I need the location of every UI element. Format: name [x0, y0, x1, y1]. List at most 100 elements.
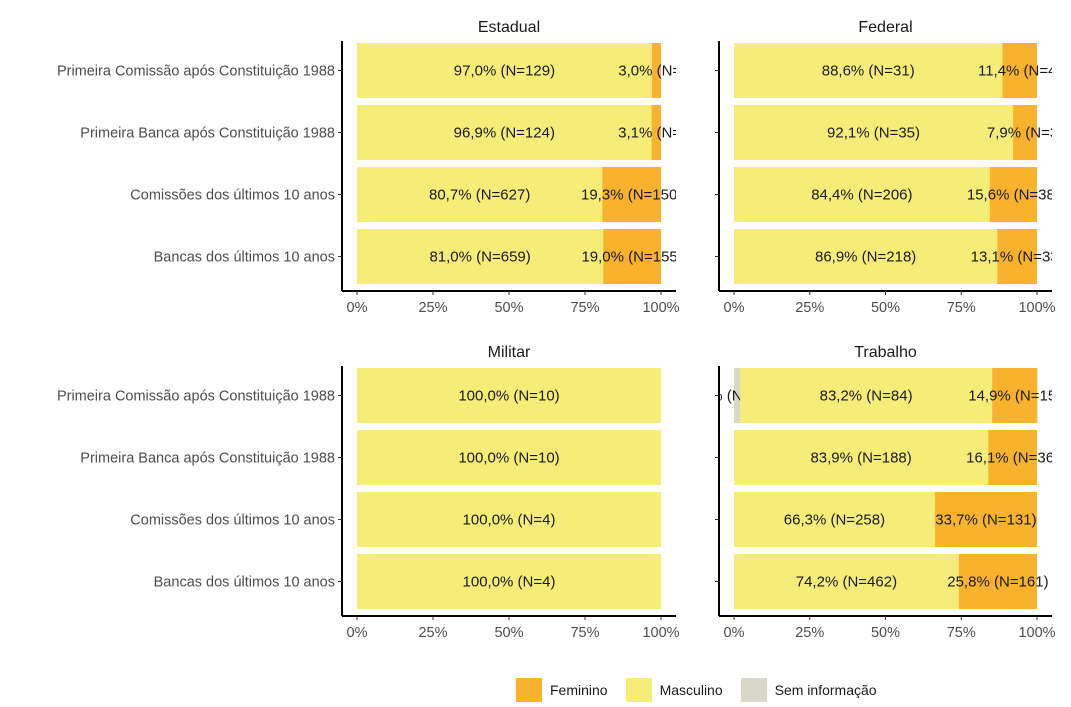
bar-label-estadual-3-feminino: 19,0% (N=155) [581, 249, 682, 266]
bar-trabalho-0-sem-informacao [734, 368, 741, 423]
legend-item-sem-informacao: Sem informação [740, 678, 877, 702]
legend-label-masculino: Masculino [659, 682, 723, 698]
bar-label-estadual-3-masculino: 81,0% (N=659) [429, 249, 530, 266]
panel-title-estadual: Estadual [478, 19, 540, 36]
bar-estadual-0-feminino [651, 43, 661, 98]
bar-federal-0-masculino [734, 43, 1003, 98]
panel-federal: Federal 88,6% (N=31) 11,4% (N=4) 92,1% (N=3… [715, 19, 1063, 316]
bar-label-trabalho-3-masculino: 74,2% (N=462) [796, 574, 897, 591]
bar-trabalho-2-feminino [934, 492, 1037, 547]
bar-label-federal-1-masculino: 92,1% (N=35) [827, 125, 920, 142]
bar-label-trabalho-2-feminino: 33,7% (N=131) [935, 512, 1036, 529]
bar-label-militar-2-masculino: 100,0% (N=4) [463, 512, 556, 529]
x-tick-label-federal-2: 50% [871, 300, 900, 316]
bar-estadual-3-feminino [603, 229, 661, 284]
panel-title-trabalho: Trabalho [854, 344, 917, 361]
x-tick-label-federal-1: 25% [795, 300, 824, 316]
bar-trabalho-3-feminino [958, 554, 1037, 609]
y-tick-label-militar-3: Bancas dos últimos 10 anos [154, 575, 335, 591]
legend-swatch-sem-informacao [740, 678, 767, 702]
panel-trabalho: Trabalho% (N=2) 83,2% (N=84) 14,9% (N=15)8… [715, 344, 1061, 641]
y-tick-label-estadual-2: Comissões dos últimos 10 anos [130, 188, 335, 204]
bar-label-estadual-0-masculino: 97,0% (N=129) [454, 63, 555, 80]
bar-estadual-1-masculino [357, 105, 652, 160]
y-tick-label-militar-1: Primeira Banca após Constituição 1988 [80, 451, 335, 467]
bar-label-estadual-0-feminino: 3,0% (N=4) [618, 63, 694, 80]
bar-trabalho-1-masculino [734, 430, 989, 485]
x-tick-label-federal-3: 75% [947, 300, 976, 316]
bar-estadual-2-masculino [357, 167, 603, 222]
bar-militar-3-masculino [357, 554, 661, 609]
bar-label-estadual-2-feminino: 19,3% (N=150) [581, 187, 682, 204]
x-tick-label-militar-4: 100% [642, 625, 679, 641]
bar-label-militar-0-masculino: 100,0% (N=10) [458, 388, 559, 405]
legend-item-feminino: Feminino [516, 678, 608, 702]
bar-label-trabalho-0-feminino: 14,9% (N=15) [968, 388, 1061, 405]
x-tick-label-militar-1: 25% [418, 625, 447, 641]
bar-estadual-1-feminino [651, 105, 661, 160]
x-tick-label-estadual-2: 50% [494, 300, 523, 316]
x-tick-label-federal-0: 0% [724, 300, 745, 316]
bar-militar-2-masculino [357, 492, 661, 547]
x-tick-label-estadual-3: 75% [570, 300, 599, 316]
x-tick-label-trabalho-3: 75% [947, 625, 976, 641]
x-tick-label-trabalho-2: 50% [871, 625, 900, 641]
bar-trabalho-0-masculino [740, 368, 993, 423]
legend-label-sem-informacao: Sem informação [774, 682, 877, 698]
panel-title-militar: Militar [488, 344, 531, 361]
panel-plot-estadual: 97,0% (N=129) 3,0% (N=4) 96,9% (N=124) 3,1%… [357, 43, 694, 284]
x-tick-label-trabalho-4: 100% [1018, 625, 1055, 641]
bar-label-federal-1-feminino: 7,9% (N=3) [987, 125, 1063, 142]
bar-label-trabalho-3-feminino: 25,8% (N=161) [947, 574, 1048, 591]
bar-federal-1-masculino [734, 105, 1014, 160]
bar-label-trabalho-1-masculino: 83,9% (N=188) [810, 450, 911, 467]
bar-federal-1-feminino [1013, 105, 1037, 160]
bar-label-federal-2-masculino: 84,4% (N=206) [811, 187, 912, 204]
x-tick-label-militar-0: 0% [347, 625, 368, 641]
legend-label-feminino: Feminino [550, 682, 608, 698]
bar-federal-2-feminino [989, 167, 1037, 222]
panel-militar: Militar 100,0% (N=10) 100,0% (N=10) 100,0% … [57, 344, 680, 641]
x-tick-label-trabalho-0: 0% [724, 625, 745, 641]
panel-estadual: Estadual 97,0% (N=129) 3,0% (N=4) 96,9% (N=… [57, 19, 694, 316]
x-tick-label-federal-4: 100% [1018, 300, 1055, 316]
bar-trabalho-1-feminino [988, 430, 1037, 485]
x-tick-label-militar-3: 75% [570, 625, 599, 641]
bar-federal-3-feminino [997, 229, 1037, 284]
bar-trabalho-2-masculino [734, 492, 935, 547]
bar-federal-0-feminino [1002, 43, 1037, 98]
bar-federal-3-masculino [734, 229, 998, 284]
x-tick-label-trabalho-1: 25% [795, 625, 824, 641]
bar-estadual-3-masculino [357, 229, 604, 284]
x-tick-label-militar-2: 50% [494, 625, 523, 641]
y-tick-label-estadual-0: Primeira Comissão após Constituição 1988 [57, 64, 335, 80]
legend-item-masculino: Masculino [625, 678, 723, 702]
panel-plot-trabalho: % (N=2) 83,2% (N=84) 14,9% (N=15)83,9% (N=… [719, 368, 1061, 609]
bar-trabalho-0-feminino [992, 368, 1038, 423]
panel-title-federal: Federal [858, 19, 912, 36]
bar-label-federal-2-feminino: 15,6% (N=38) [967, 187, 1060, 204]
bar-label-federal-0-masculino: 88,6% (N=31) [822, 63, 915, 80]
panel-plot-federal: 88,6% (N=31) 11,4% (N=4) 92,1% (N=35) 7,9% … [734, 43, 1063, 284]
y-tick-label-militar-0: Primeira Comissão após Constituição 1988 [57, 389, 335, 405]
bar-trabalho-3-masculino [734, 554, 959, 609]
bar-label-federal-3-masculino: 86,9% (N=218) [815, 249, 916, 266]
bar-militar-1-masculino [357, 430, 661, 485]
bar-label-trabalho-2-masculino: 66,3% (N=258) [784, 512, 885, 529]
bar-label-estadual-1-masculino: 96,9% (N=124) [454, 125, 555, 142]
bar-label-estadual-1-feminino: 3,1% (N=4) [618, 125, 694, 142]
bar-label-militar-1-masculino: 100,0% (N=10) [458, 450, 559, 467]
bar-label-trabalho-0-masculino: 83,2% (N=84) [820, 388, 913, 405]
bar-label-trabalho-1-feminino: 16,1% (N=36) [966, 450, 1059, 467]
bar-label-federal-0-feminino: 11,4% (N=4) [978, 63, 1062, 80]
bar-estadual-2-feminino [602, 167, 661, 222]
panel-plot-militar: 100,0% (N=10) 100,0% (N=10) 100,0% (N=4) 10… [357, 368, 661, 609]
x-tick-label-estadual-4: 100% [642, 300, 679, 316]
bar-estadual-0-masculino [357, 43, 652, 98]
bar-label-estadual-2-masculino: 80,7% (N=627) [429, 187, 530, 204]
legend-swatch-masculino [625, 678, 652, 702]
bar-militar-0-masculino [357, 368, 661, 423]
y-tick-label-militar-2: Comissões dos últimos 10 anos [130, 513, 335, 529]
